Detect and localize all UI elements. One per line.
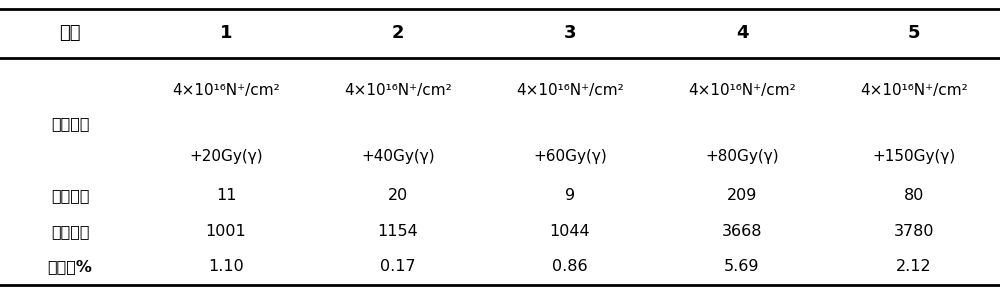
Text: 4: 4: [736, 24, 748, 42]
Text: 4×10¹⁶N⁺/cm²: 4×10¹⁶N⁺/cm²: [860, 83, 968, 98]
Text: +60Gy(γ): +60Gy(γ): [533, 149, 607, 164]
Text: 1: 1: [220, 24, 232, 42]
Text: 3668: 3668: [722, 224, 762, 239]
Text: 0.17: 0.17: [380, 259, 416, 274]
Text: 突变率%: 突变率%: [48, 259, 92, 274]
Text: 突变株数: 突变株数: [51, 188, 89, 203]
Text: 复合处理: 复合处理: [51, 116, 89, 131]
Text: 5: 5: [908, 24, 920, 42]
Text: 种植总数: 种植总数: [51, 224, 89, 239]
Text: 2.12: 2.12: [896, 259, 932, 274]
Text: 2: 2: [392, 24, 404, 42]
Text: +20Gy(γ): +20Gy(γ): [189, 149, 263, 164]
Text: 9: 9: [565, 188, 575, 203]
Text: 1154: 1154: [378, 224, 418, 239]
Text: 209: 209: [727, 188, 757, 203]
Text: +150Gy(γ): +150Gy(γ): [872, 149, 956, 164]
Text: 4×10¹⁶N⁺/cm²: 4×10¹⁶N⁺/cm²: [344, 83, 452, 98]
Text: 3780: 3780: [894, 224, 934, 239]
Text: 4×10¹⁶N⁺/cm²: 4×10¹⁶N⁺/cm²: [688, 83, 796, 98]
Text: 1001: 1001: [206, 224, 246, 239]
Text: 80: 80: [904, 188, 924, 203]
Text: 5.69: 5.69: [724, 259, 760, 274]
Text: 0.86: 0.86: [552, 259, 588, 274]
Text: +40Gy(γ): +40Gy(γ): [361, 149, 435, 164]
Text: +80Gy(γ): +80Gy(γ): [705, 149, 779, 164]
Text: 1044: 1044: [550, 224, 590, 239]
Text: 3: 3: [564, 24, 576, 42]
Text: 4×10¹⁶N⁺/cm²: 4×10¹⁶N⁺/cm²: [516, 83, 624, 98]
Text: 1.10: 1.10: [208, 259, 244, 274]
Text: 序号: 序号: [59, 24, 81, 42]
Text: 11: 11: [216, 188, 236, 203]
Text: 20: 20: [388, 188, 408, 203]
Text: 4×10¹⁶N⁺/cm²: 4×10¹⁶N⁺/cm²: [172, 83, 280, 98]
